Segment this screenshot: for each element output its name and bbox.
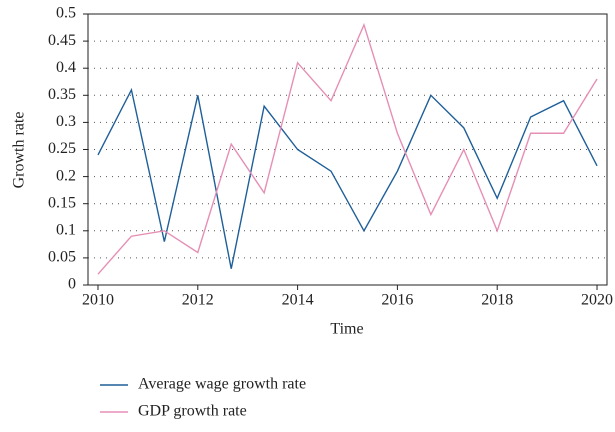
- x-tick-label: 2016: [381, 292, 413, 309]
- y-tick-label: 0.45: [48, 32, 76, 49]
- y-tick-label: 0.3: [56, 113, 76, 130]
- y-tick-label: 0.2: [56, 167, 76, 184]
- y-tick-label: 0: [68, 276, 76, 293]
- line-series: [97, 22, 598, 275]
- legend-label: Average wage growth rate: [138, 376, 306, 393]
- x-tick-label: 2014: [282, 292, 314, 309]
- y-tick-label: 0.5: [56, 5, 76, 22]
- y-tick-label: 0.35: [48, 86, 76, 103]
- y-tick-label: 0.1: [56, 221, 76, 238]
- y-axis-label: Growth rate: [11, 112, 28, 189]
- x-tick-label: 2012: [182, 292, 214, 309]
- legend-label: GDP growth rate: [138, 403, 247, 420]
- x-axis-label: Time: [330, 321, 363, 338]
- x-tick-label: 2010: [82, 292, 114, 309]
- x-tick-label: 2018: [481, 292, 513, 309]
- y-tick-label: 0.05: [48, 249, 76, 266]
- y-tick-label: 0.25: [48, 140, 76, 157]
- plot-frame: [87, 13, 608, 286]
- line-series: [97, 87, 598, 269]
- x-tick-label: 2020: [581, 292, 613, 309]
- y-tick-label: 0.15: [48, 194, 76, 211]
- y-tick-label: 0.4: [56, 59, 76, 76]
